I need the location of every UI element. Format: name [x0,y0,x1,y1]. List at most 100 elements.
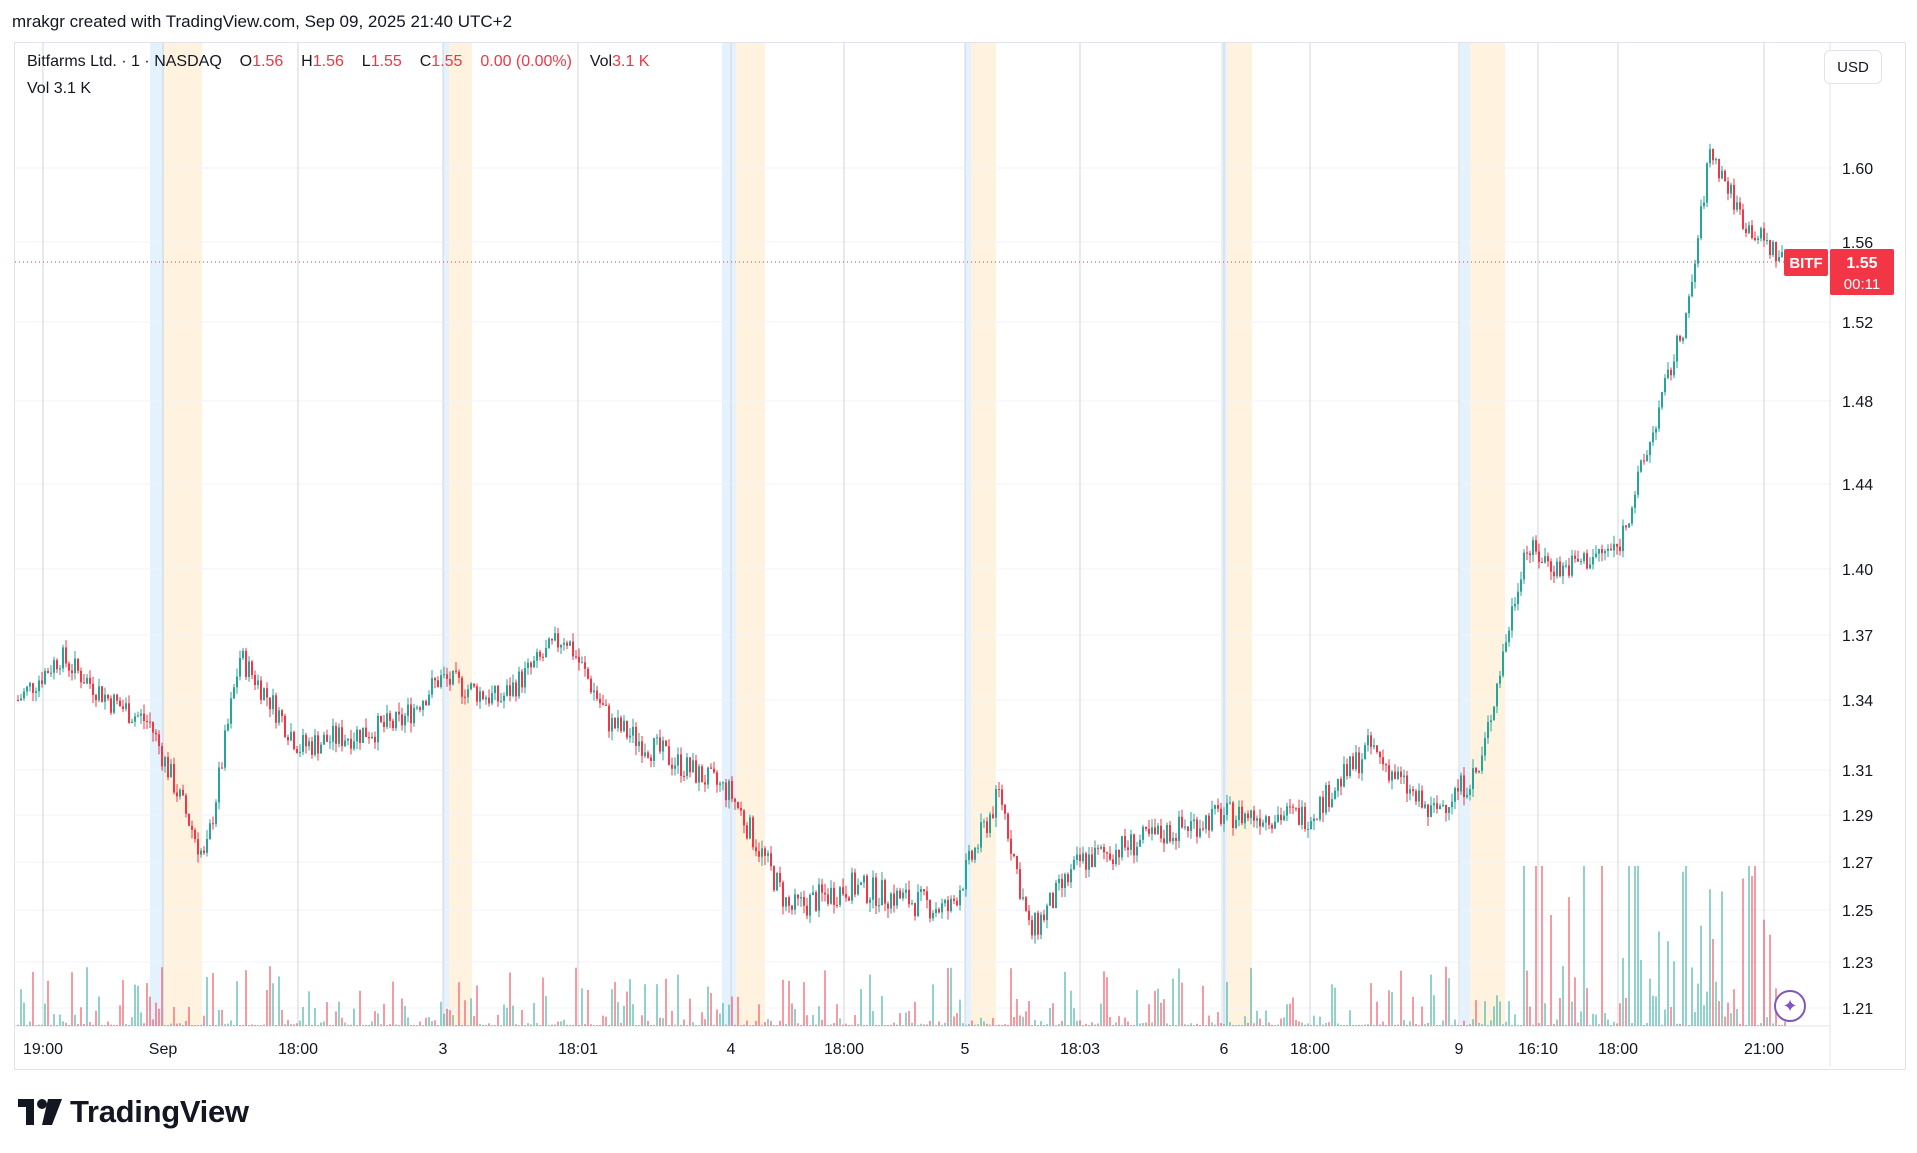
volume-bar [221,1009,223,1026]
candle-body [521,671,523,688]
volume-bar [251,1024,253,1026]
volume-bar [407,1017,409,1026]
candle-body [524,667,526,688]
candle-body [695,760,697,783]
candle-body [548,638,550,648]
candle-body [1760,228,1762,239]
volume-bar [992,1018,994,1026]
volume-bar [602,1015,604,1026]
volume-bar [1313,1015,1315,1026]
candle-body [761,848,763,857]
volume-bar [1349,1010,1351,1026]
chart-frame[interactable] [14,42,1906,1070]
volume-bar [1559,997,1561,1026]
volume-value: 3.1 K [53,80,92,97]
candle-body [977,847,979,849]
chart-caption: mrakgr created with TradingView.com, Sep… [12,12,513,31]
volume-bar [833,1023,835,1026]
candle-body [1514,603,1516,607]
volume-bar [1268,1022,1270,1026]
volume-bar [119,1005,121,1026]
candle-body [47,670,49,673]
vol-label: Vol [589,53,613,70]
candle-body [245,650,247,678]
volume-bar [1757,1024,1759,1026]
candle-body [1121,836,1123,858]
candle-body [218,767,220,803]
candle-body [395,711,397,729]
volume-bar [239,1024,241,1026]
candle-body [1073,859,1075,870]
candle-body [863,875,865,883]
volume-bar [584,1024,586,1026]
candle-body [1727,181,1729,194]
volume-bar [923,1024,925,1026]
candle-body [665,740,667,747]
volume-bar [857,1024,859,1026]
volume-bar [23,1002,25,1026]
volume-bar [953,1016,955,1026]
candle-body [1664,378,1666,393]
candle-body [1106,852,1108,854]
candle-body [1754,237,1756,241]
candle-body [1595,553,1597,557]
candle-body [1262,822,1264,827]
volume-bar [1493,1006,1495,1026]
volume-bar [1508,1001,1510,1026]
volume-bar [1064,971,1066,1026]
lightning-icon[interactable]: ✦ [1774,990,1806,1022]
volume-bar [806,1015,808,1026]
session-band [1227,43,1252,1026]
candle-body [320,744,322,754]
candle-body [1694,263,1696,282]
candle-body [614,717,616,729]
volume-bar [896,1024,898,1026]
candle-body [1274,821,1276,829]
time-tick-label: 3 [439,1041,448,1058]
volume-bar [206,976,208,1026]
volume-bar [917,1025,919,1026]
candle-body [905,889,907,893]
volume-bar [1211,1022,1213,1026]
volume-bar [1280,1018,1282,1026]
candle-body [1211,808,1213,831]
candle-body [647,752,649,758]
volume-bar [1136,989,1138,1026]
volume-bar [308,991,310,1026]
volume-bar [527,1023,529,1026]
candle-body [689,757,691,773]
volume-label[interactable]: Vol [27,80,50,97]
candle-body [1556,561,1558,577]
candle-body [1085,853,1087,870]
volume-bar [626,991,628,1026]
candle-body [50,672,52,674]
interval[interactable]: 1 [131,53,140,70]
volume-bar [530,1024,532,1026]
candle-body [800,896,802,899]
volume-bar [1544,1003,1546,1026]
candle-body [797,894,799,899]
volume-bar [1481,1024,1483,1026]
volume-bar [728,1004,730,1026]
volume-bar [1688,1024,1690,1026]
candle-body [1544,556,1546,563]
candle-body [158,734,160,747]
candle-body [38,680,40,692]
currency-button[interactable]: USD [1824,50,1882,84]
candle-body [1400,771,1402,777]
volume-bar [761,1024,763,1026]
candle-body [275,695,277,723]
volume-bar [1631,1023,1633,1026]
session-band [722,43,736,1026]
candle-body [608,705,610,732]
candle-body [1487,722,1489,739]
symbol-name[interactable]: Bitfarms Ltd. [27,53,117,70]
candle-body [1301,806,1303,825]
volume-bar [278,976,280,1026]
candle-body [473,683,475,687]
candle-body [110,698,112,713]
candle-body [410,704,412,724]
candle-body [914,903,916,917]
volume-bar [590,1024,592,1026]
